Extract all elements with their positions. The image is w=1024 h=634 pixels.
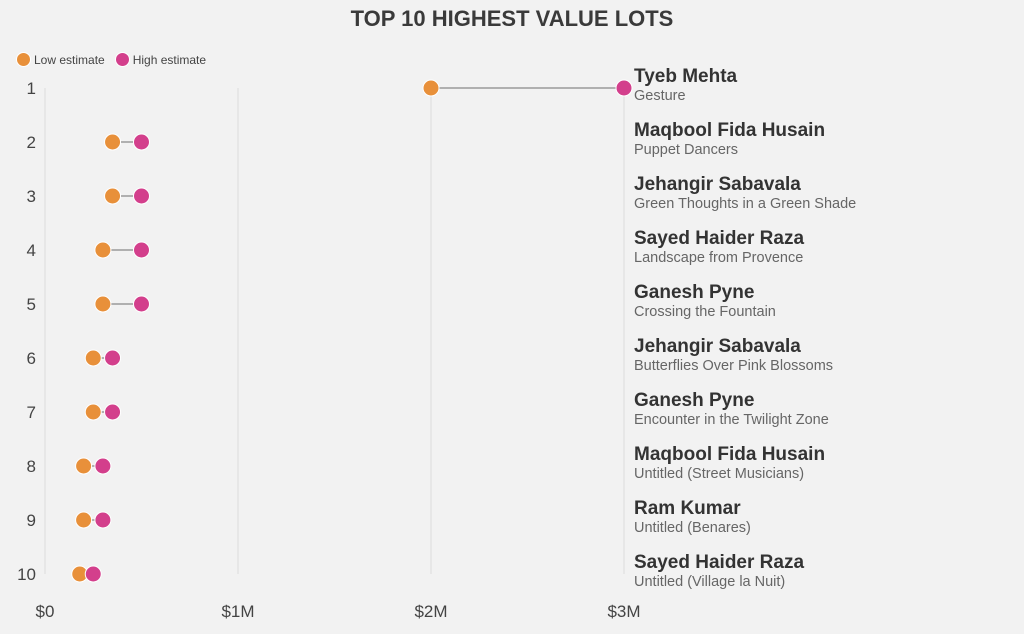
low-estimate-point: [422, 79, 440, 97]
legend-swatch-high: [114, 52, 130, 67]
x-tick-label: $2M: [414, 602, 447, 621]
low-estimate-point: [84, 349, 102, 367]
low-estimate-point: [94, 295, 112, 313]
artwork-label: Puppet Dancers: [634, 142, 738, 158]
rank-label: 2: [27, 133, 36, 152]
low-estimate-point: [75, 511, 93, 529]
artwork-label: Untitled (Street Musicians): [634, 466, 804, 482]
artist-label: Jehangir Sabavala: [634, 336, 801, 357]
rank-label: 7: [27, 403, 36, 422]
rank-label: 4: [27, 241, 36, 260]
high-estimate-point: [104, 403, 122, 421]
artist-label: Ram Kumar: [634, 498, 741, 519]
x-tick-label: $0: [36, 602, 55, 621]
legend-item-low: Low estimate: [16, 52, 105, 67]
rank-label: 3: [27, 187, 36, 206]
low-estimate-point: [104, 133, 122, 151]
artist-label: Sayed Haider Raza: [634, 552, 804, 573]
artwork-label: Untitled (Village la Nuit): [634, 574, 785, 590]
rank-label: 5: [27, 295, 36, 314]
x-tick-label: $1M: [221, 602, 254, 621]
legend: Low estimate High estimate: [16, 52, 206, 67]
rank-label: 6: [27, 349, 36, 368]
low-estimate-point: [84, 403, 102, 421]
high-estimate-point: [104, 349, 122, 367]
artwork-label: Gesture: [634, 88, 686, 104]
rank-label: 9: [27, 511, 36, 530]
artwork-label: Crossing the Fountain: [634, 304, 776, 320]
artwork-label: Butterflies Over Pink Blossoms: [634, 358, 833, 374]
low-estimate-point: [104, 187, 122, 205]
rank-label: 1: [27, 79, 36, 98]
artist-label: Maqbool Fida Husain: [634, 120, 825, 141]
artist-label: Ganesh Pyne: [634, 282, 754, 303]
high-estimate-point: [133, 187, 150, 205]
artist-label: Ganesh Pyne: [634, 390, 754, 411]
high-estimate-point: [615, 79, 633, 97]
high-estimate-point: [94, 511, 112, 529]
rank-label: 10: [17, 565, 36, 584]
artwork-label: Untitled (Benares): [634, 520, 751, 536]
artist-label: Tyeb Mehta: [634, 66, 738, 87]
legend-label-high: High estimate: [132, 52, 207, 67]
high-estimate-point: [94, 457, 112, 475]
artist-label: Sayed Haider Raza: [634, 228, 804, 249]
legend-label-low: Low estimate: [34, 52, 105, 67]
high-estimate-point: [133, 295, 150, 313]
chart-title: TOP 10 HIGHEST VALUE LOTS: [350, 6, 674, 31]
artwork-label: Landscape from Provence: [634, 250, 803, 266]
artist-label: Maqbool Fida Husain: [634, 444, 825, 465]
x-tick-label: $3M: [607, 602, 640, 621]
artist-label: Jehangir Sabavala: [634, 174, 801, 195]
legend-item-high: High estimate: [114, 52, 207, 67]
high-estimate-point: [133, 241, 150, 259]
high-estimate-point: [84, 565, 102, 583]
artwork-label: Encounter in the Twilight Zone: [634, 412, 829, 428]
high-estimate-point: [133, 133, 150, 151]
low-estimate-point: [75, 457, 93, 475]
low-estimate-point: [94, 241, 112, 259]
rank-label: 8: [27, 457, 36, 476]
artwork-label: Green Thoughts in a Green Shade: [634, 196, 856, 212]
legend-swatch-low: [16, 52, 31, 67]
